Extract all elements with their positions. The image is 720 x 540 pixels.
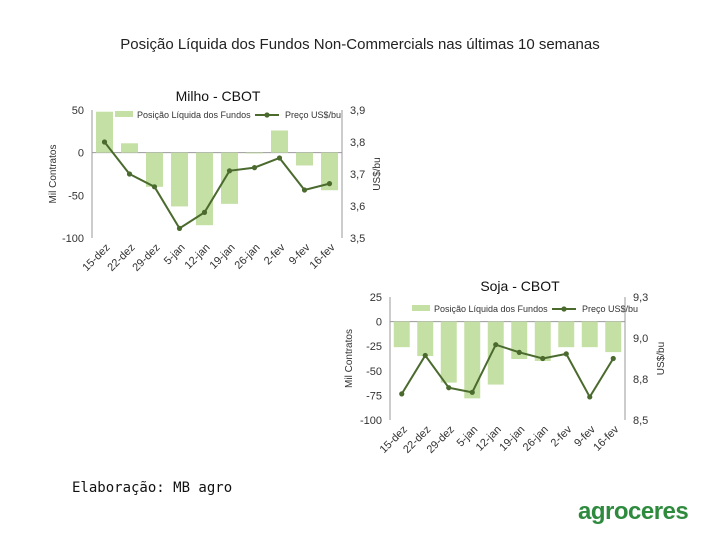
x-tick-label: 16-fev bbox=[308, 241, 338, 271]
price-point bbox=[610, 355, 616, 362]
price-line bbox=[400, 343, 615, 399]
y-tick-label: -100 bbox=[360, 415, 382, 427]
price-point bbox=[276, 155, 283, 161]
y2-tick-label: 9,3 bbox=[633, 292, 648, 304]
price-point bbox=[101, 139, 108, 145]
y2-tick-label: 9,0 bbox=[633, 333, 648, 345]
price-point bbox=[126, 171, 133, 177]
price-point bbox=[301, 187, 308, 193]
bar bbox=[511, 321, 528, 359]
legend-line-marker bbox=[264, 112, 270, 118]
bar bbox=[534, 321, 551, 361]
bar bbox=[296, 152, 313, 166]
y-tick-label: -50 bbox=[366, 366, 382, 378]
legend-line-label: Preço US$/bu bbox=[582, 304, 638, 314]
price-point bbox=[469, 389, 475, 395]
y-axis-title: Mil Contratos bbox=[48, 145, 59, 204]
y-tick-label: 0 bbox=[78, 148, 84, 160]
y-axis-title: Mil Contratos bbox=[344, 329, 355, 388]
agroceres-logo: agroceres bbox=[578, 498, 689, 526]
page-title: Posição Líquida dos Fundos Non-Commercia… bbox=[120, 36, 600, 53]
bar bbox=[96, 111, 113, 153]
bar bbox=[171, 152, 188, 207]
bar bbox=[464, 321, 481, 399]
y-tick-label: -25 bbox=[366, 341, 382, 353]
legend-bar-label: Posição Líquida dos Fundos bbox=[137, 110, 251, 120]
legend-line-marker bbox=[561, 306, 567, 312]
price-point bbox=[587, 394, 593, 400]
y2-tick-label: 3,5 bbox=[350, 233, 365, 245]
price-point bbox=[446, 385, 452, 391]
price-point bbox=[151, 184, 158, 190]
bar bbox=[246, 152, 263, 154]
y2-axis-title: US$/bu bbox=[656, 342, 667, 375]
x-tick-label: 26-jan bbox=[521, 424, 551, 454]
price-point bbox=[563, 351, 569, 357]
logo-text: agroceres bbox=[578, 498, 689, 525]
y-tick-label: -100 bbox=[62, 233, 84, 245]
y2-axis-title: US$/bu bbox=[372, 157, 383, 190]
price-point bbox=[516, 349, 522, 355]
price-line bbox=[103, 141, 330, 230]
y-tick-label: -50 bbox=[68, 190, 84, 202]
y2-tick-label: 8,5 bbox=[633, 415, 648, 427]
y2-tick-label: 8,8 bbox=[633, 374, 648, 386]
chart-title: Soja - CBOT bbox=[480, 278, 560, 294]
legend-bar-swatch bbox=[412, 305, 430, 311]
y-tick-label: 25 bbox=[370, 292, 382, 304]
legend-bar-label: Posição Líquida dos Fundos bbox=[434, 304, 548, 314]
bar bbox=[487, 321, 504, 385]
price-point bbox=[226, 168, 233, 174]
bar bbox=[221, 152, 238, 204]
x-tick-label: 26-jan bbox=[233, 242, 263, 272]
bar bbox=[417, 321, 434, 357]
bar bbox=[440, 321, 457, 383]
y2-tick-label: 3,7 bbox=[350, 169, 365, 181]
price-point bbox=[176, 225, 183, 231]
price-point bbox=[326, 181, 333, 187]
x-tick-label: 19-jan bbox=[208, 242, 238, 272]
y-tick-label: 0 bbox=[376, 317, 382, 329]
x-tick-label: 16-fev bbox=[591, 423, 621, 453]
x-tick-label: 2-fev bbox=[549, 423, 575, 449]
price-point bbox=[493, 342, 499, 348]
price-point bbox=[251, 165, 258, 171]
price-point bbox=[201, 209, 208, 215]
legend-line-label: Preço US$/bu bbox=[285, 110, 341, 120]
price-point bbox=[540, 355, 546, 362]
y2-tick-label: 3,6 bbox=[350, 201, 365, 213]
x-tick-label: 12-jan bbox=[474, 424, 504, 454]
chart-milho: Milho - CBOT500-50-1003,93,83,73,63,515-… bbox=[48, 88, 383, 274]
y2-tick-label: 3,9 bbox=[350, 105, 365, 117]
bar bbox=[146, 152, 163, 187]
price-point bbox=[422, 352, 428, 359]
bar bbox=[581, 321, 598, 348]
bar bbox=[321, 152, 338, 191]
y-tick-label: -75 bbox=[366, 390, 382, 402]
y-tick-label: 50 bbox=[72, 105, 84, 117]
x-tick-label: 2-fev bbox=[262, 241, 288, 267]
bar bbox=[271, 130, 288, 153]
y2-tick-label: 3,8 bbox=[350, 137, 365, 149]
bar bbox=[121, 143, 138, 153]
chart-soja: Soja - CBOT 25 0 -25 -50 -75 -100 9,3 9,0 8,8 8,5 1… bbox=[344, 278, 667, 456]
bar bbox=[558, 321, 575, 348]
x-tick-label: 12-jan bbox=[183, 242, 213, 272]
bar bbox=[393, 321, 410, 348]
credit-text: Elaboração: MB agro bbox=[72, 480, 233, 496]
price-point bbox=[399, 391, 405, 397]
chart-title: Milho - CBOT bbox=[176, 88, 261, 104]
bar bbox=[605, 321, 622, 353]
legend-bar-swatch bbox=[115, 111, 133, 117]
x-tick-label: 19-jan bbox=[497, 424, 527, 454]
